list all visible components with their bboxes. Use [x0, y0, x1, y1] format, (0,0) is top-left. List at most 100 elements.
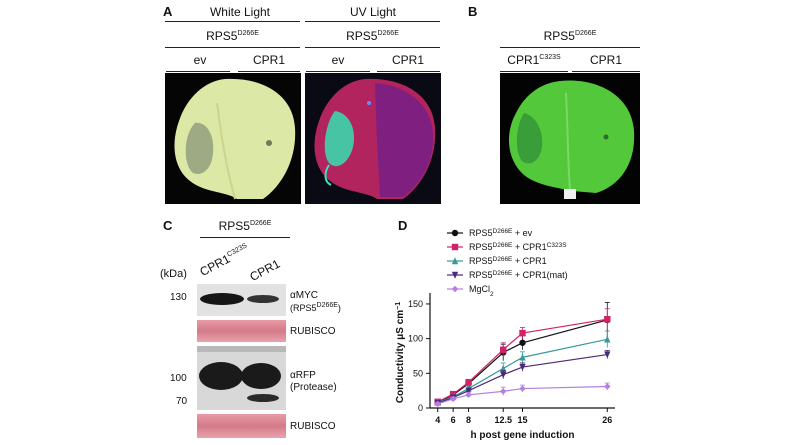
legend-label-part: + CPR1 [512, 256, 546, 266]
legend-label-part: D266E [493, 270, 514, 277]
rubisco-stain-1 [197, 320, 286, 342]
data-point [500, 364, 507, 372]
y-tick-label: 100 [408, 334, 423, 344]
divider [500, 47, 640, 48]
leaf-photo-uv-light [305, 73, 441, 204]
legend-label-part: RPS5 [469, 270, 493, 280]
legend-label-part: D266E [493, 228, 514, 235]
amyc-label: αMYC [290, 290, 319, 301]
lane-label-cpr1-c323s: CPR1C323S [197, 242, 249, 279]
leaf-photo-panel-b [500, 73, 640, 204]
legend-label-part: RPS5 [469, 256, 493, 266]
divider [377, 71, 440, 72]
data-point [465, 387, 472, 395]
data-point [519, 385, 526, 392]
ev-label-uv: ev [331, 53, 345, 67]
construct-label-white: RPS5D266E [206, 29, 259, 43]
divider [305, 47, 440, 48]
y-axis-label-sup: −1 [395, 302, 402, 310]
legend-item: RPS5D266E + CPR1(mat) [447, 270, 568, 280]
legend-item: MgCl2 [447, 284, 494, 298]
x-tick-label: 6 [451, 415, 456, 425]
x-axis-label: h post gene induction [471, 430, 575, 440]
construct-label-c: RPS5D266E [218, 219, 272, 233]
legend-item: RPS5D266E + CPR1C323S [447, 242, 567, 253]
rubisco-stain-2 [197, 414, 286, 438]
amyc-sublabel: (RPS5D266E) [290, 302, 341, 313]
panel-d-letter: D [398, 218, 408, 233]
legend-label-part: + CPR1(mat) [512, 270, 567, 280]
legend-marker [451, 271, 459, 279]
x-tick-label: 8 [466, 415, 471, 425]
data-point [500, 388, 507, 395]
y-tick-label: 0 [418, 403, 423, 413]
x-tick-label: 26 [602, 415, 612, 425]
legend-marker [451, 285, 459, 293]
data-point [604, 335, 611, 343]
legend-label: RPS5D266E + CPR1C323S [469, 242, 567, 253]
legend-label: MgCl2 [469, 284, 494, 298]
divider [238, 71, 300, 72]
uv-light-label: UV Light [349, 5, 397, 19]
data-point [519, 363, 526, 371]
marker-130: 130 [170, 292, 187, 303]
divider [166, 71, 230, 72]
legend-item: RPS5D266E + CPR1 [447, 256, 547, 267]
construct-label-uv: RPS5D266E [346, 29, 399, 43]
cpr1-label-b: CPR1 [589, 53, 622, 67]
legend-label-part: + CPR1 [512, 242, 546, 252]
panel-c-letter: C [163, 218, 173, 233]
white-light-label: White Light [209, 5, 271, 19]
legend-label-part: RPS5 [469, 242, 493, 252]
legend-label-part: D266E [493, 256, 514, 263]
divider [500, 71, 568, 72]
data-point [604, 383, 611, 390]
data-point [465, 391, 472, 399]
lane-label-cpr1: CPR1 [247, 256, 283, 284]
legend-label: RPS5D266E + ev [469, 228, 533, 239]
data-point [500, 346, 507, 353]
data-point [500, 371, 507, 379]
leaf-photo-white-light [165, 73, 301, 204]
cpr1-label-uv: CPR1 [391, 53, 424, 67]
cpr1-label-white: CPR1 [252, 53, 285, 67]
data-point [604, 351, 611, 359]
data-point [519, 329, 526, 337]
data-point [434, 400, 441, 408]
ev-label-white: ev [193, 53, 207, 67]
legend-label-part: MgCl [469, 284, 490, 294]
legend-label-part: + ev [512, 228, 532, 238]
panel-b-letter: B [468, 4, 478, 19]
data-point [519, 353, 526, 361]
construct-label-b: RPS5D266E [543, 29, 597, 43]
legend-label-part: RPS5 [469, 228, 493, 238]
data-point [519, 339, 526, 346]
y-axis-label: Conductivity μS cm−1 [395, 302, 407, 403]
arfp-label: αRFP [290, 370, 316, 381]
legend-label-part: C323S [547, 242, 568, 249]
legend-marker [451, 229, 459, 237]
panel-a-letter: A [163, 4, 173, 19]
y-tick-label: 50 [413, 368, 423, 378]
data-point [604, 316, 611, 323]
y-tick-label: 150 [408, 299, 423, 309]
chart-axes: 0 50 100 150 4 6 8 12.5 15 26 h post gene inductio… [395, 293, 615, 440]
cpr1-c323s-label-b: CPR1C323S [507, 53, 561, 67]
marker-70: 70 [176, 396, 188, 407]
western-blot-amyc [197, 284, 286, 316]
x-tick-label: 4 [435, 415, 440, 425]
divider [306, 71, 370, 72]
legend-label-part: D266E [493, 242, 514, 249]
legend-marker [451, 243, 459, 251]
data-point [449, 395, 457, 403]
divider [305, 21, 440, 22]
kda-label: (kDa) [160, 268, 187, 280]
data-point [465, 379, 472, 386]
divider [165, 21, 300, 22]
legend-label: RPS5D266E + CPR1 [469, 256, 547, 267]
x-tick-label: 15 [517, 415, 527, 425]
series-line [437, 338, 608, 404]
rubisco-label-1: RUBISCO [290, 326, 336, 337]
